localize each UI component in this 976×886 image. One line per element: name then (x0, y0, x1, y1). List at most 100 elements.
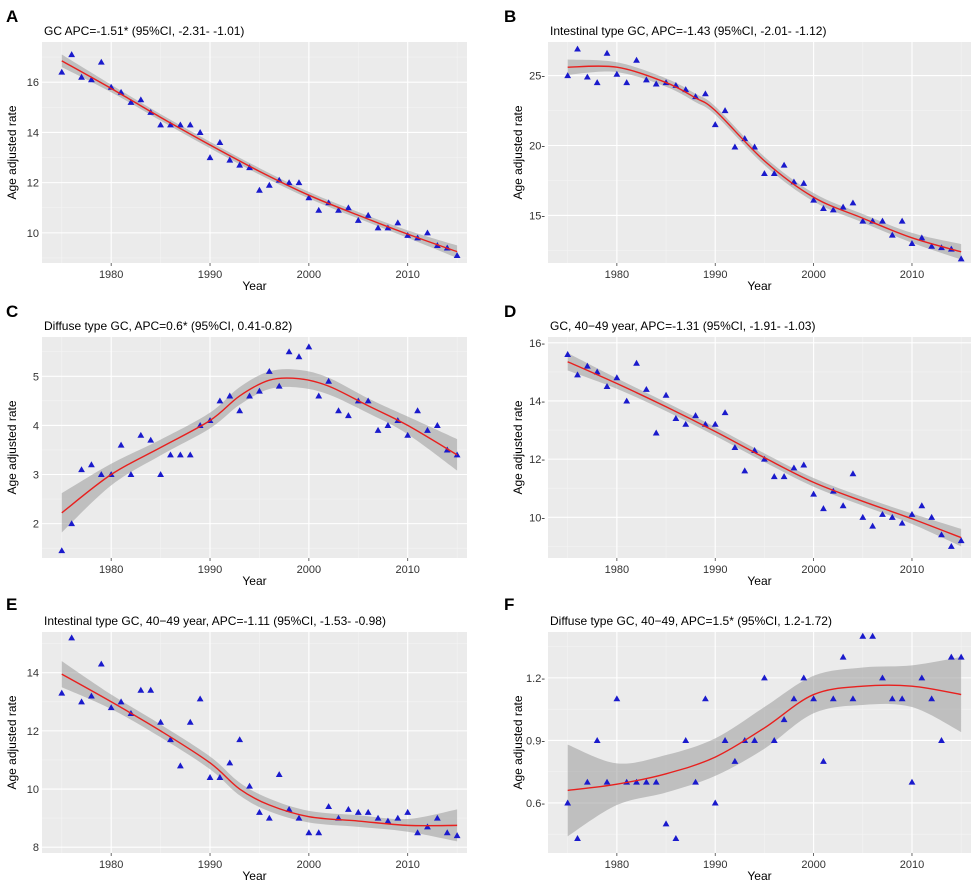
data-point (265, 367, 273, 374)
data-point (721, 107, 729, 114)
x-tick-label: 2010 (395, 564, 419, 576)
data-point (879, 510, 886, 517)
data-point (275, 771, 283, 778)
fit-line (61, 60, 458, 253)
y-tick-label: 25- (529, 71, 545, 83)
data-point (583, 362, 591, 369)
panel-a: A GC APC=-1.51* (95%CI, -2.31- -1.01) 1980… (5, 7, 467, 293)
data-point (325, 803, 333, 810)
data-point (206, 154, 214, 161)
data-point (88, 76, 95, 83)
data-point (849, 470, 857, 477)
data-point (741, 467, 749, 474)
data-point (97, 58, 105, 65)
data-point (869, 632, 877, 639)
data-point (613, 70, 621, 77)
data-point (810, 695, 818, 702)
data-point (731, 444, 739, 451)
data-point (68, 520, 76, 527)
x-tick-label: 1990 (198, 269, 222, 281)
x-tick-label: 2000 (297, 564, 321, 576)
data-point (839, 653, 847, 660)
data-point (957, 537, 965, 544)
fit-line (567, 361, 962, 539)
data-point (68, 51, 76, 58)
data-point (918, 502, 926, 509)
data-point (344, 204, 352, 211)
data-point (751, 737, 758, 743)
x-tick-label: 1990 (703, 564, 727, 576)
y-tick-label: 14 (27, 127, 39, 139)
data-point (147, 436, 155, 443)
data-point (137, 686, 145, 693)
fit-line (567, 65, 962, 253)
data-point (820, 505, 827, 512)
data-point (414, 407, 421, 414)
data-point (583, 73, 591, 80)
data-point (97, 471, 105, 478)
data-point (957, 255, 965, 262)
data-point (800, 179, 808, 186)
data-point (226, 759, 234, 766)
panel-title: Diffuse type GC, APC=0.6* (95%CI, 0.41-0… (44, 319, 292, 333)
x-tick-label: 2010 (395, 859, 419, 871)
data-point (761, 455, 768, 462)
data-point (384, 817, 392, 824)
data-point (564, 72, 572, 79)
data-point (859, 217, 867, 224)
plot-background (42, 337, 467, 558)
y-tick-label: 8 (33, 842, 39, 854)
y-axis-label: Age adjusted rate (511, 105, 525, 199)
confidence-band (567, 352, 962, 547)
y-tick-label: 0.6- (526, 798, 545, 810)
data-point (938, 737, 945, 743)
panel-f: F Diffuse type GC, 40−49, APC=1.5* (95%CI… (504, 595, 971, 883)
data-point (295, 179, 303, 186)
data-point (898, 217, 906, 224)
data-point (265, 814, 273, 821)
data-point (433, 422, 441, 428)
data-point (790, 695, 798, 702)
data-point (206, 773, 214, 780)
data-point (404, 231, 412, 238)
plot-background (42, 42, 467, 263)
data-point (216, 139, 224, 146)
data-point (888, 513, 896, 520)
x-tick-label: 1980 (605, 564, 629, 576)
data-point (908, 240, 916, 246)
data-point (810, 490, 818, 497)
data-point (176, 121, 184, 128)
x-axis-label: Year (242, 869, 266, 883)
x-tick-label: 2000 (801, 564, 825, 576)
data-point (642, 76, 650, 83)
data-point (78, 698, 85, 705)
data-point (701, 695, 709, 702)
confidence-band (61, 661, 458, 842)
data-point (593, 368, 601, 375)
data-point (344, 805, 352, 812)
data-point (692, 778, 699, 785)
data-point (433, 814, 441, 821)
confidence-band (61, 369, 458, 533)
data-point (256, 808, 263, 815)
data-point (908, 510, 916, 517)
data-point (652, 429, 660, 436)
data-point (928, 695, 936, 702)
data-point (186, 121, 194, 128)
data-point (246, 392, 253, 399)
data-point (947, 542, 955, 549)
data-point (652, 80, 660, 87)
x-tick-label: 1990 (703, 269, 727, 281)
y-tick-label: 12- (529, 454, 545, 466)
x-tick-label: 1980 (605, 269, 629, 281)
data-point (295, 814, 303, 821)
data-point (394, 814, 402, 821)
data-point (564, 799, 572, 806)
data-point (898, 695, 906, 702)
data-point (603, 49, 611, 56)
data-point (453, 252, 461, 259)
data-point (246, 782, 253, 789)
panel-letter: B (504, 7, 516, 26)
x-axis-label: Year (747, 279, 771, 293)
data-point (869, 522, 877, 529)
